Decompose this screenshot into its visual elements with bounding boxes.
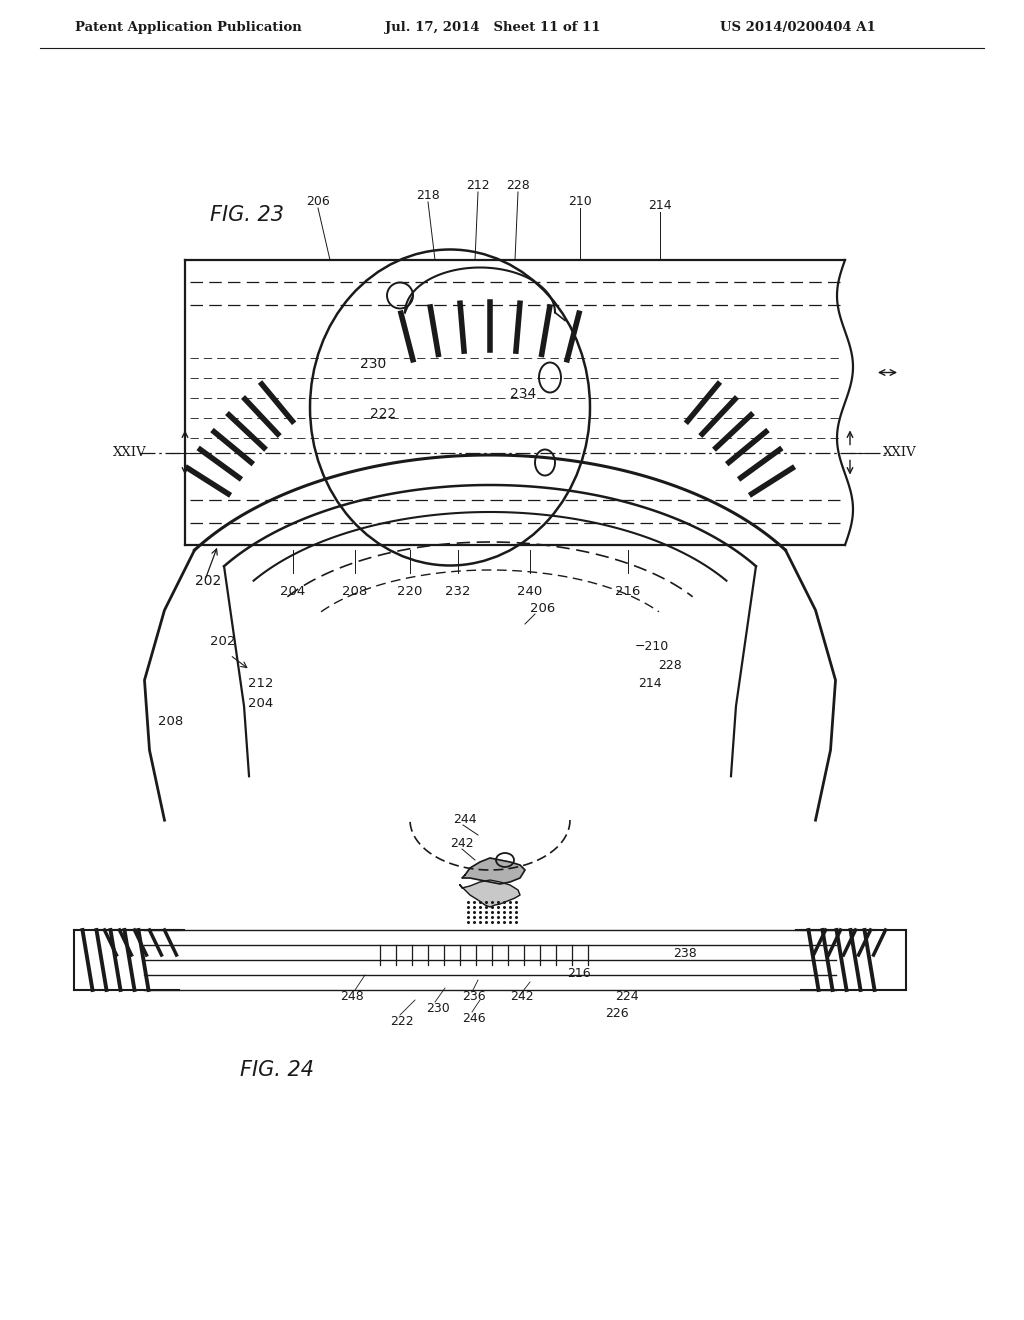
Text: 224: 224 [615, 990, 639, 1003]
Text: US 2014/0200404 A1: US 2014/0200404 A1 [720, 21, 876, 34]
Text: 218: 218 [416, 189, 440, 202]
Text: 244: 244 [453, 813, 476, 826]
Text: 222: 222 [370, 407, 396, 421]
Text: FIG. 23: FIG. 23 [210, 205, 284, 224]
Text: 206: 206 [530, 602, 555, 615]
Text: 238: 238 [673, 946, 696, 960]
Text: 216: 216 [615, 585, 641, 598]
Text: Jul. 17, 2014   Sheet 11 of 11: Jul. 17, 2014 Sheet 11 of 11 [385, 21, 600, 34]
Text: 246: 246 [462, 1012, 485, 1026]
Text: 212: 212 [248, 677, 273, 690]
Text: −210: −210 [635, 640, 670, 653]
Text: 208: 208 [158, 715, 183, 729]
Text: 240: 240 [517, 585, 543, 598]
Text: 242: 242 [450, 837, 474, 850]
Text: 236: 236 [462, 990, 485, 1003]
Text: Patent Application Publication: Patent Application Publication [75, 21, 302, 34]
Text: 204: 204 [281, 585, 305, 598]
Text: XXIV: XXIV [883, 446, 916, 459]
Text: 204: 204 [248, 697, 273, 710]
Text: 228: 228 [658, 659, 682, 672]
Text: XXIV: XXIV [113, 446, 146, 459]
Text: 202: 202 [195, 574, 221, 587]
Text: 208: 208 [342, 585, 368, 598]
Text: 214: 214 [638, 677, 662, 690]
Text: 234: 234 [510, 387, 537, 400]
Text: 222: 222 [390, 1015, 414, 1028]
Text: 230: 230 [360, 356, 386, 371]
Text: 232: 232 [445, 585, 471, 598]
Polygon shape [460, 880, 520, 907]
Text: 206: 206 [306, 195, 330, 209]
Text: 228: 228 [506, 180, 529, 191]
Text: 210: 210 [568, 195, 592, 209]
Text: 226: 226 [605, 1007, 629, 1020]
Text: 242: 242 [510, 990, 534, 1003]
Text: 214: 214 [648, 199, 672, 213]
Text: 202: 202 [210, 635, 236, 648]
Polygon shape [462, 858, 525, 884]
Text: 216: 216 [567, 968, 591, 979]
Text: 220: 220 [397, 585, 423, 598]
Text: 230: 230 [426, 1002, 450, 1015]
Text: FIG. 24: FIG. 24 [240, 1060, 314, 1080]
Text: 212: 212 [466, 180, 489, 191]
Text: 248: 248 [340, 990, 364, 1003]
